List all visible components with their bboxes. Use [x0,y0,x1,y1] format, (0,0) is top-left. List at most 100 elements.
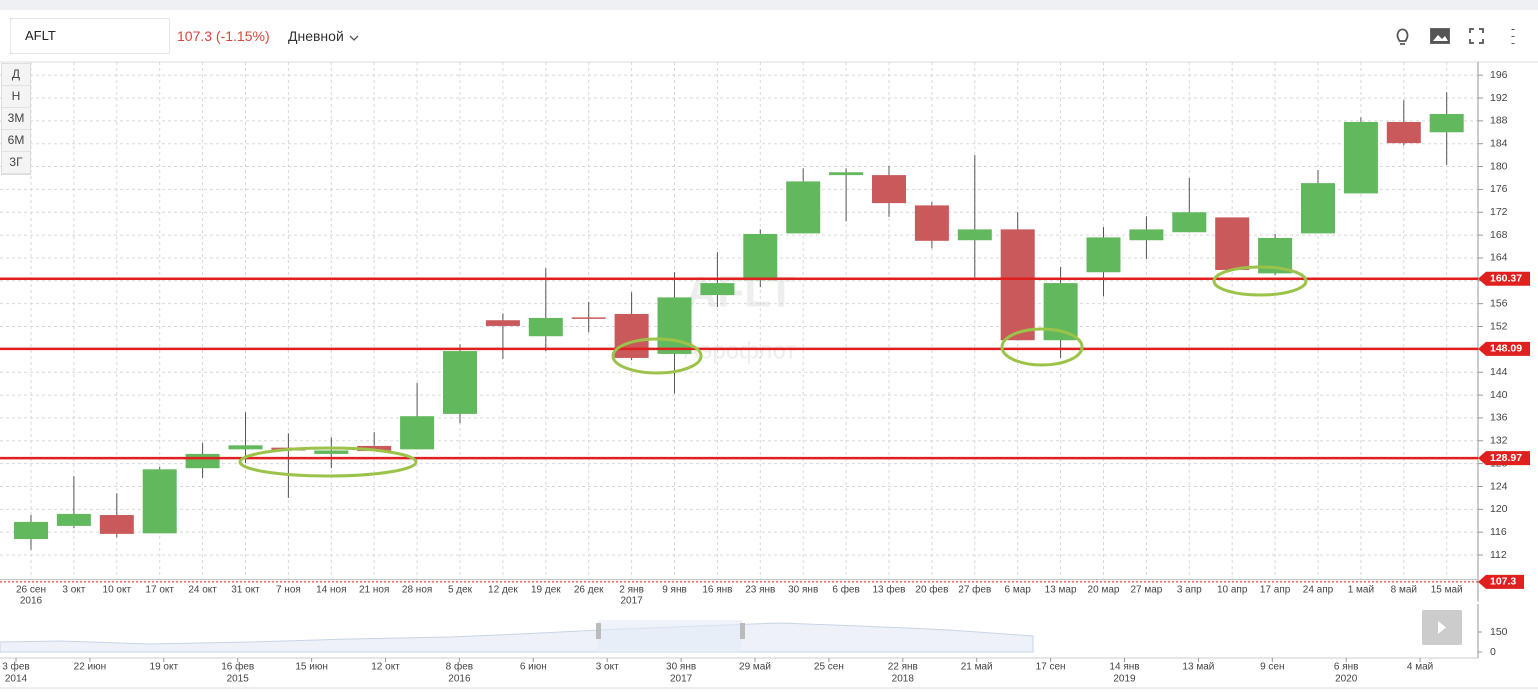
annotation-ellipse [1212,265,1308,297]
x-tick-label: 14 ноя [316,585,346,596]
range-button[interactable]: 3М [2,108,30,130]
x-tick-label: 31 окт [231,585,260,596]
navigator-year: 2020 [1335,674,1358,685]
navigator-date: 13 май [1182,662,1214,673]
candle-body [571,317,606,319]
x-tick-label: 20 мар [1088,585,1120,596]
candle-body [1086,237,1121,273]
navigator-date: 9 сен [1260,662,1284,673]
candle-body [1429,113,1464,133]
chevron [349,35,359,41]
x-tick-label: 8 май [1391,585,1417,596]
candle-body [829,172,864,176]
navigator-date: 3 окт [596,662,619,673]
x-tick-label: 15 май [1431,585,1463,596]
navigator-tick-label: 150 [1490,626,1508,638]
y-tick-label: 116 [1490,526,1507,538]
candle-body [1343,121,1378,194]
y-tick-label: 112 [1490,549,1507,561]
candle-body [1215,217,1250,270]
x-year-label: 2017 [620,596,643,607]
candle-body [614,313,649,358]
candle-body [1301,183,1335,234]
x-tick-label: 2 янв [619,585,644,596]
x-tick-label: 24 окт [188,585,217,596]
x-tick-label: 13 мар [1045,585,1077,596]
candle-body [1000,229,1035,341]
range-button[interactable]: 6М [2,130,30,152]
x-tick-label: 6 мар [1005,585,1032,596]
navigator-handle[interactable] [596,623,601,639]
x-tick-label: 13 фев [872,584,905,596]
x-tick-label: 12 дек [488,585,518,596]
navigator-date: 8 фев [446,661,473,673]
y-tick-label: 192 [1490,92,1508,104]
range-button[interactable]: Д [2,64,30,86]
navigator-date: 6 июн [520,662,547,673]
navigator-date: 4 май [1407,662,1433,673]
x-tick-label: 3 апр [1177,585,1202,596]
price-label-box [1478,451,1530,466]
candle-body [528,317,563,337]
x-tick-label: 26 сен [16,585,46,596]
navigator-year: 2014 [5,674,28,685]
candle-body [357,445,392,452]
candle-body [743,233,778,281]
candle-body [957,229,992,241]
annotation-ellipse [238,446,418,478]
candle-body [1129,229,1164,241]
y-tick-label: 132 [1490,435,1508,447]
header: AFLT 107.3 (-1.15%) Дневной [0,10,1538,62]
ticker-input[interactable]: AFLT [10,18,170,54]
price-label: 128.97 [1490,452,1522,464]
x-tick-label: 27 мар [1130,585,1162,596]
idea-icon[interactable] [1396,28,1409,45]
price-label: 160.37 [1490,272,1522,284]
x-tick-label: 30 янв [788,585,818,596]
candle-body [485,320,520,326]
candle-body [443,351,477,414]
x-tick-label: 17 окт [145,585,174,596]
navigator-date: 12 окт [371,662,400,673]
candle-body [56,513,91,526]
navigator-date: 21 май [961,662,993,673]
y-tick-label: 172 [1490,206,1508,218]
x-tick-label: 7 ноя [276,585,301,596]
price-label-box [1478,341,1530,356]
candle-body [99,515,134,534]
y-tick-label: 124 [1490,480,1508,492]
interval-select[interactable]: Дневной [288,28,360,44]
range-button[interactable]: 3Г [2,152,30,174]
x-tick-label: 16 янв [702,585,732,596]
y-tick-label: 180 [1490,160,1508,172]
y-tick-label: 144 [1490,366,1508,378]
y-tick-label: 168 [1490,229,1508,241]
y-tick-label: 140 [1490,389,1508,401]
price-label: 148.09 [1490,343,1522,355]
y-tick-label: 120 [1490,503,1508,515]
candle-body [786,181,821,234]
quote: 107.3 (-1.15%) [177,28,270,44]
navigator-window[interactable] [598,620,742,652]
navigator-date: 30 янв [666,662,696,673]
y-tick-label: 184 [1490,137,1508,149]
x-tick-label: 24 апр [1303,585,1334,596]
navigator-date: 29 май [739,662,771,673]
candle-body [185,453,220,469]
x-tick-label: 28 ноя [402,585,432,596]
x-tick-label: 27 фев [958,584,991,596]
range-button[interactable]: Н [2,86,30,108]
navigator-date: 3 фев [2,661,29,673]
y-tick-label: 152 [1490,320,1508,332]
candle-body [872,175,906,204]
navigator-handle[interactable] [740,623,745,639]
y-tick-label: 196 [1490,69,1508,81]
fullscreen-icon[interactable] [1469,28,1484,44]
plot: AFLTАэрофлот1121161201241281321361401441… [0,61,1538,607]
navigator-tick-label: 0 [1490,646,1496,658]
x-year-label: 2016 [20,596,43,607]
price-label-box [1478,271,1530,286]
candle-body [14,521,48,540]
candle-body [142,469,177,534]
